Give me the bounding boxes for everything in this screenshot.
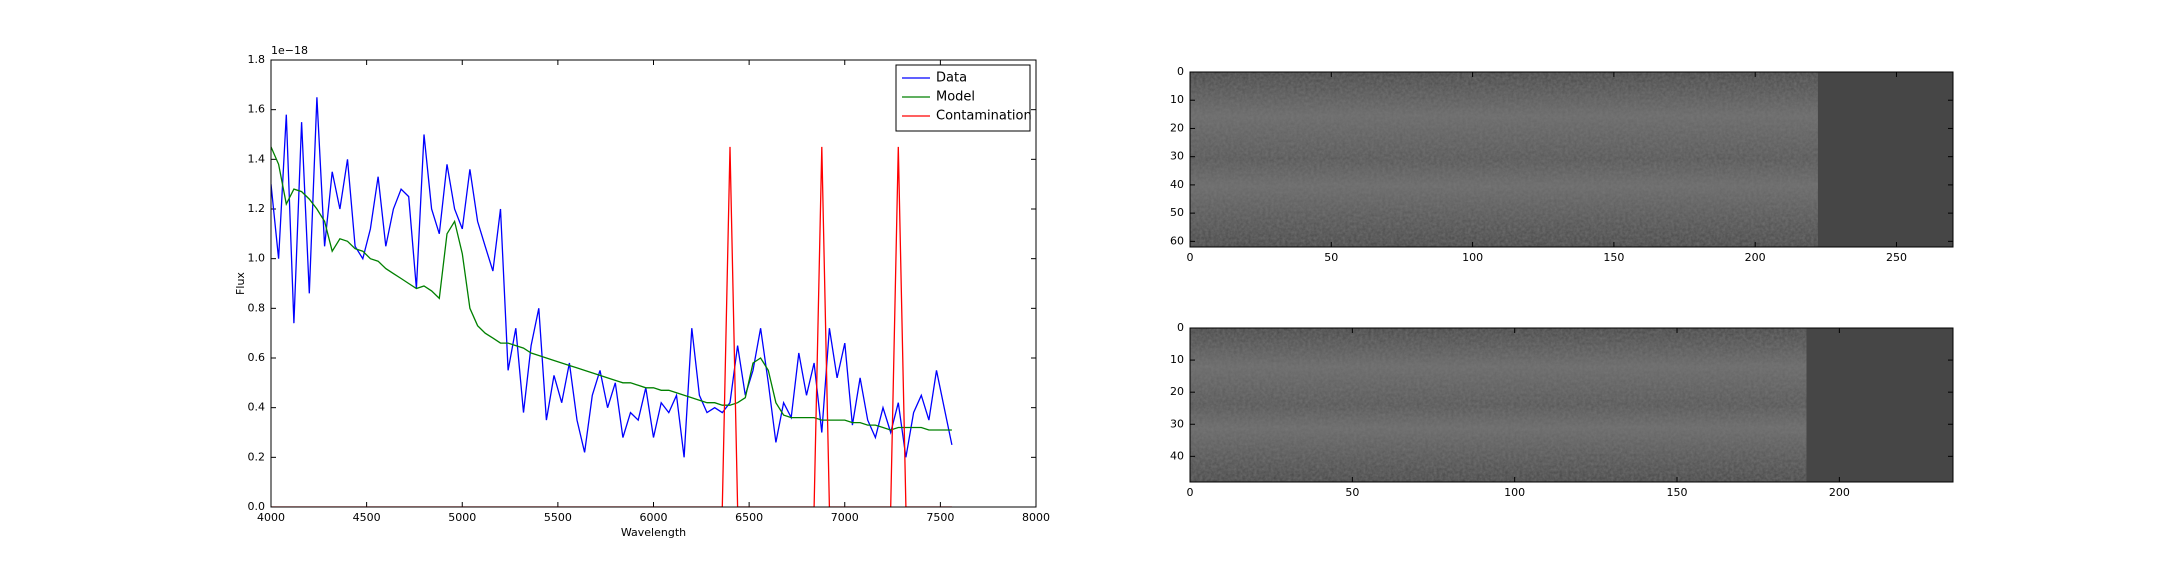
y-tick-label: 0 (1177, 65, 1184, 78)
x-tick-label: 50 (1345, 486, 1359, 499)
x-tick-label: 4000 (257, 511, 285, 524)
y-tick-label: 50 (1170, 206, 1184, 219)
y-tick-label: 1.0 (248, 252, 266, 265)
x-axis-label: Wavelength (621, 526, 686, 539)
y-tick-label: 20 (1170, 121, 1184, 134)
data-line (271, 97, 953, 458)
y-tick-label: 10 (1170, 93, 1184, 106)
y-tick-label: 0.8 (248, 301, 266, 314)
y-tick-label: 60 (1170, 234, 1184, 247)
y-tick-label: 0.4 (248, 401, 266, 414)
x-tick-label: 5500 (544, 511, 572, 524)
legend-box (895, 64, 1031, 132)
legend-label: Data (936, 71, 967, 86)
y-tick-label: 40 (1170, 178, 1184, 191)
x-tick-label: 6500 (735, 511, 763, 524)
axes-frame (270, 59, 1037, 508)
y-tick-label: 40 (1170, 449, 1184, 462)
y-tick-label: 0.6 (248, 351, 266, 364)
legend-label: Contamination (936, 109, 1032, 124)
image-masked-region (1817, 72, 1953, 247)
y-tick-label: 1.8 (248, 53, 266, 66)
y-offset-text: 1e−18 (271, 44, 308, 57)
y-tick-label: 30 (1170, 417, 1184, 430)
y-tick-label: 0.2 (248, 450, 266, 463)
axes-frame (1189, 71, 1954, 248)
x-tick-label: 100 (1462, 251, 1483, 264)
x-tick-label: 50 (1324, 251, 1338, 264)
legend-label: Model (936, 90, 975, 105)
x-tick-label: 250 (1886, 251, 1907, 264)
x-tick-label: 100 (1504, 486, 1525, 499)
data-line (271, 146, 952, 431)
x-tick-label: 150 (1603, 251, 1624, 264)
x-tick-label: 7000 (831, 511, 859, 524)
data-line (271, 146, 952, 507)
x-tick-label: 6000 (640, 511, 668, 524)
y-axis-label: Flux (234, 272, 247, 295)
x-tick-label: 200 (1829, 486, 1850, 499)
y-tick-label: 0.0 (248, 500, 266, 513)
image-masked-region (1806, 328, 1953, 482)
x-tick-label: 5000 (448, 511, 476, 524)
y-tick-label: 20 (1170, 385, 1184, 398)
x-tick-label: 8000 (1022, 511, 1050, 524)
axes-frame (1189, 327, 1954, 483)
x-tick-label: 150 (1667, 486, 1688, 499)
y-tick-label: 1.6 (248, 103, 266, 116)
y-tick-label: 10 (1170, 353, 1184, 366)
x-tick-label: 200 (1745, 251, 1766, 264)
y-tick-label: 1.4 (248, 152, 266, 165)
x-tick-label: 4500 (353, 511, 381, 524)
x-tick-label: 0 (1187, 486, 1194, 499)
y-tick-label: 0 (1177, 321, 1184, 334)
y-tick-label: 30 (1170, 150, 1184, 163)
x-tick-label: 7500 (926, 511, 954, 524)
x-tick-label: 0 (1187, 251, 1194, 264)
y-tick-label: 1.2 (248, 202, 266, 215)
